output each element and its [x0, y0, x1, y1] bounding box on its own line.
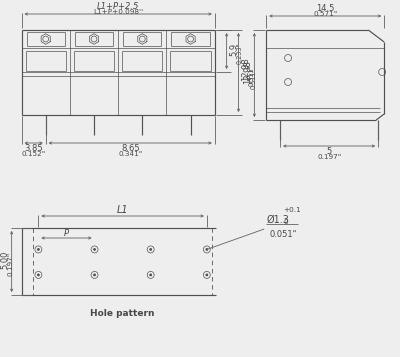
Circle shape	[94, 274, 95, 276]
Text: 0.571": 0.571"	[313, 11, 337, 17]
Text: Ø1.3: Ø1.3	[266, 215, 289, 225]
Circle shape	[150, 249, 151, 250]
Circle shape	[94, 249, 95, 250]
Circle shape	[150, 274, 151, 276]
Text: 0: 0	[283, 219, 288, 225]
Circle shape	[206, 274, 208, 276]
Text: 12.98: 12.98	[243, 60, 252, 84]
Text: 14.5: 14.5	[316, 4, 334, 12]
Text: 8.65: 8.65	[121, 144, 140, 152]
Text: 0.341": 0.341"	[118, 151, 142, 157]
Text: P: P	[64, 228, 69, 237]
Text: 5.00: 5.00	[0, 250, 9, 269]
Text: 0.511": 0.511"	[250, 67, 256, 89]
Text: 0.197": 0.197"	[8, 251, 14, 276]
Text: 0.051": 0.051"	[269, 230, 297, 239]
Text: 0.233": 0.233"	[236, 42, 242, 64]
Text: L1: L1	[117, 205, 128, 215]
Text: 5: 5	[326, 146, 332, 156]
Circle shape	[38, 274, 39, 276]
Text: 0.197": 0.197"	[317, 154, 341, 160]
Text: L1+P+2.5: L1+P+2.5	[97, 1, 139, 10]
Circle shape	[206, 249, 208, 250]
Text: 3.85: 3.85	[24, 144, 43, 152]
Bar	[34, 228, 212, 295]
Circle shape	[38, 249, 39, 250]
Text: 0.511": 0.511"	[248, 65, 254, 86]
Text: Hole pattern: Hole pattern	[90, 308, 155, 317]
Text: +0.1: +0.1	[283, 207, 301, 213]
Text: L1+P+0.098'': L1+P+0.098''	[93, 9, 143, 15]
Text: 0.152": 0.152"	[22, 151, 46, 157]
Text: 5.9: 5.9	[229, 42, 238, 56]
Text: 12.98: 12.98	[241, 57, 250, 81]
